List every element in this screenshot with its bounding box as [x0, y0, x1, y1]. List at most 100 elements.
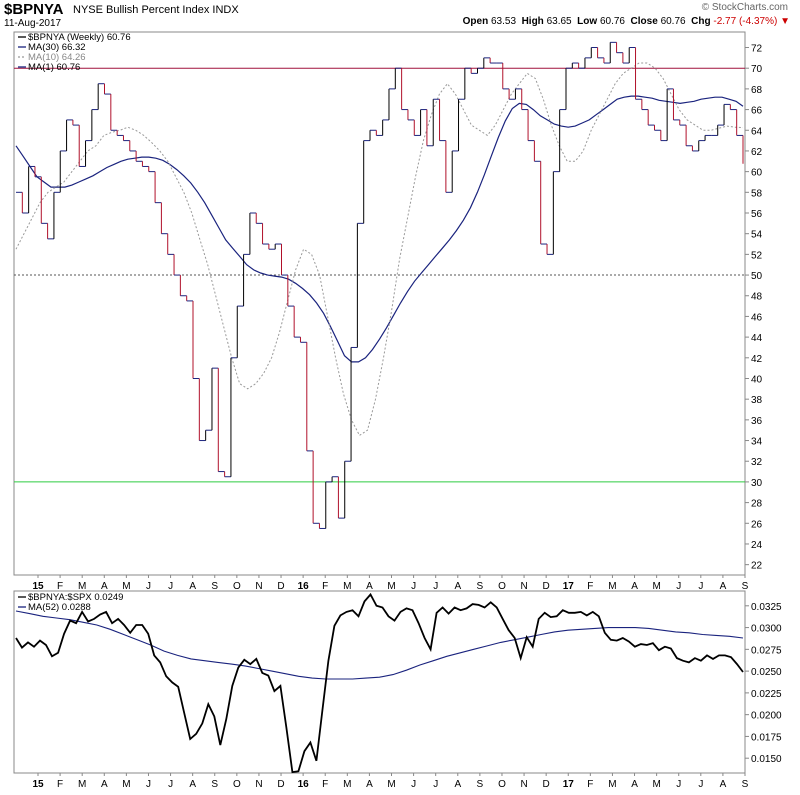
- x-tick-label: J: [676, 779, 681, 790]
- y-tick-label: 52: [751, 250, 763, 261]
- x-tick-label: A: [189, 581, 196, 592]
- x-tick-label: J: [168, 779, 173, 790]
- x-tick-label: J: [676, 581, 681, 592]
- x-tick-label: J: [411, 779, 416, 790]
- chart-date: 11-Aug-2017: [4, 18, 62, 29]
- x-tick-label: M: [78, 581, 86, 592]
- x-tick-label: A: [366, 581, 373, 592]
- y-tick-label: 0.0200: [751, 711, 782, 722]
- main-price-panel: 22 24 26 28 30 32 34 36 38 40 42 44 46 48 50 52 54 56 58 60…: [13, 31, 763, 592]
- y-tick-label: 46: [751, 312, 763, 323]
- close-label: Close: [630, 16, 658, 27]
- x-tick-label: M: [652, 779, 660, 790]
- x-tick-label: 17: [563, 779, 575, 790]
- x-tick-label: 15: [32, 779, 44, 790]
- x-tick-label: 15: [32, 581, 44, 592]
- chart-symbol: $BPNYA: [4, 1, 64, 18]
- x-tick-label: M: [122, 779, 130, 790]
- x-tick-label: N: [255, 779, 262, 790]
- ma30-line: [15, 95, 744, 363]
- y-tick-label: 48: [751, 292, 763, 303]
- x-tick-label: O: [498, 779, 506, 790]
- legend-label: MA(52) 0.0288: [28, 602, 91, 613]
- high-label: High: [521, 16, 544, 27]
- x-tick-label: A: [631, 779, 638, 790]
- x-tick-label: D: [543, 581, 550, 592]
- y-tick-label: 40: [751, 374, 763, 385]
- open-label: Open: [462, 16, 489, 27]
- index-name: NYSE Bullish Percent Index: [73, 4, 210, 16]
- ma52-line: [15, 610, 744, 680]
- x-tick-label: A: [720, 581, 727, 592]
- y-tick-label: 26: [751, 519, 763, 530]
- x-tick-label: J: [146, 779, 151, 790]
- chg-down-arrow-icon: ▼: [780, 16, 790, 27]
- x-tick-label: S: [477, 581, 484, 592]
- x-tick-label: M: [608, 581, 616, 592]
- x-tick-label: J: [698, 779, 703, 790]
- x-tick-label: J: [146, 581, 151, 592]
- y-tick-label: 28: [751, 499, 763, 510]
- x-tick-label: J: [433, 779, 438, 790]
- close-value: 60.76: [660, 16, 686, 27]
- ohlc-summary: Open 63.53 High 63.65 Low 60.76 Close 60…: [463, 16, 790, 27]
- y-tick-label: 44: [751, 333, 763, 344]
- y-tick-label: 0.0250: [751, 667, 782, 678]
- plot-frame: [13, 31, 746, 576]
- y-tick-label: 0.0175: [751, 732, 782, 743]
- x-tick-label: O: [498, 581, 506, 592]
- x-tick-label: F: [57, 779, 63, 790]
- x-tick-label: F: [322, 581, 328, 592]
- y-tick-label: 0.0150: [751, 754, 782, 765]
- y-tick-label: 60: [751, 168, 763, 179]
- x-tick-label: 16: [298, 581, 310, 592]
- x-tick-label: J: [168, 581, 173, 592]
- x-tick-label: J: [411, 581, 416, 592]
- chart-index-name: NYSE Bullish Percent Index INDX: [73, 4, 239, 16]
- x-tick-label: 16: [298, 779, 310, 790]
- x-tick-label: A: [631, 581, 638, 592]
- x-tick-label: D: [277, 779, 284, 790]
- x-tick-label: 17: [563, 581, 575, 592]
- open-value: 63.53: [490, 16, 517, 27]
- x-tick-label: F: [587, 779, 593, 790]
- y-tick-label: 0.0275: [751, 645, 782, 656]
- x-tick-label: F: [322, 779, 328, 790]
- y-tick-label: 68: [751, 85, 763, 96]
- x-tick-label: M: [343, 581, 351, 592]
- x-tick-label: A: [366, 779, 373, 790]
- x-tick-label: A: [454, 779, 461, 790]
- brand-watermark: © StockCharts.com: [701, 2, 788, 13]
- x-tick-label: M: [652, 581, 660, 592]
- y-tick-label: 58: [751, 188, 763, 199]
- y-tick-label: 70: [751, 64, 763, 75]
- legend-label: MA(10) 64.26: [28, 52, 86, 63]
- y-tick-label: 42: [751, 354, 763, 365]
- x-tick-label: N: [520, 779, 527, 790]
- low-label: Low: [577, 16, 598, 27]
- low-value: 60.76: [599, 16, 625, 27]
- x-tick-label: S: [211, 581, 218, 592]
- x-tick-label: M: [387, 581, 395, 592]
- x-tick-label: S: [742, 779, 749, 790]
- y-tick-label: 64: [751, 126, 763, 137]
- y-tick-label: 62: [751, 147, 763, 158]
- x-tick-label: F: [57, 581, 63, 592]
- y-tick-label: 22: [751, 561, 763, 572]
- x-tick-label: S: [477, 779, 484, 790]
- x-tick-label: A: [101, 779, 108, 790]
- x-tick-label: N: [255, 581, 262, 592]
- x-tick-label: N: [520, 581, 527, 592]
- y-tick-label: 24: [751, 540, 763, 551]
- ma10-line: [15, 62, 744, 437]
- y-tick-label: 0.0300: [751, 624, 782, 635]
- legend-label: $BPNYA:$SPX 0.0249: [28, 592, 123, 603]
- x-tick-label: O: [233, 779, 241, 790]
- x-tick-label: D: [277, 581, 284, 592]
- y-tick-label: 34: [751, 437, 763, 448]
- x-tick-label: A: [101, 581, 108, 592]
- x-tick-label: A: [189, 779, 196, 790]
- legend-label: MA(30) 66.32: [28, 42, 86, 53]
- index-exchange: INDX: [212, 4, 239, 16]
